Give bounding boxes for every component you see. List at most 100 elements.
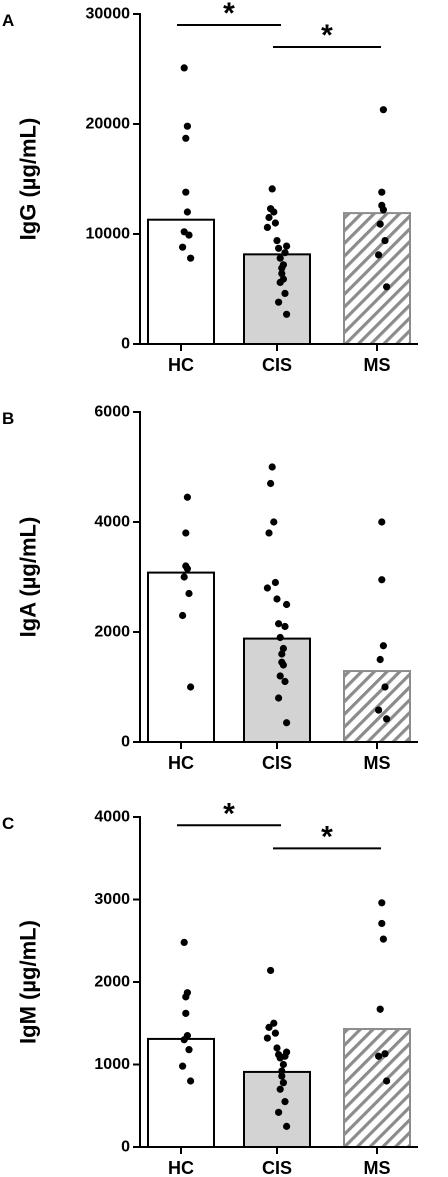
data-point-ms bbox=[378, 201, 386, 209]
data-point-ms bbox=[381, 683, 389, 691]
y-axis-label: IgG (µg/mL) bbox=[16, 118, 41, 241]
data-point-cis bbox=[267, 966, 275, 975]
data-point-cis bbox=[279, 644, 287, 653]
data-point-cis bbox=[275, 694, 283, 702]
category-label-ms: MS bbox=[364, 1158, 391, 1177]
data-point-cis bbox=[265, 529, 273, 537]
data-point-cis bbox=[281, 622, 289, 631]
data-point-ms bbox=[379, 935, 387, 943]
y-tick-label: 4000 bbox=[94, 809, 130, 826]
category-label-ms: MS bbox=[364, 753, 391, 773]
y-tick-label: 1000 bbox=[94, 1056, 130, 1073]
panel-letter: C bbox=[2, 814, 14, 833]
data-point-cis bbox=[263, 1034, 271, 1042]
bar-ms bbox=[343, 670, 411, 743]
data-point-ms bbox=[378, 899, 386, 907]
data-point-hc bbox=[183, 208, 191, 216]
data-point-cis bbox=[278, 270, 286, 278]
bar-ms bbox=[343, 1028, 411, 1149]
data-point-cis bbox=[283, 719, 291, 727]
data-point-ms bbox=[378, 518, 386, 526]
data-point-hc bbox=[183, 1032, 191, 1040]
y-tick-label: 20000 bbox=[86, 116, 131, 133]
data-point-cis bbox=[265, 213, 273, 222]
data-point-cis bbox=[278, 658, 286, 666]
data-point-hc bbox=[182, 562, 190, 570]
data-point-cis bbox=[283, 242, 291, 250]
data-point-ms bbox=[375, 1052, 383, 1060]
significance-star: * bbox=[321, 19, 333, 52]
category-label-ms: MS bbox=[364, 355, 391, 375]
data-point-cis bbox=[271, 578, 279, 587]
data-point-cis bbox=[275, 1051, 283, 1059]
category-label-hc: HC bbox=[168, 1158, 194, 1177]
y-axis-label: IgM (µg/mL) bbox=[16, 920, 41, 1044]
data-point-ms bbox=[383, 1077, 391, 1085]
data-point-hc bbox=[179, 1062, 187, 1070]
data-point-cis bbox=[268, 463, 276, 471]
data-point-cis bbox=[276, 672, 284, 680]
y-tick-label: 2000 bbox=[94, 974, 130, 991]
data-point-hc bbox=[179, 611, 187, 620]
y-tick-label: 0 bbox=[121, 336, 130, 353]
data-point-cis bbox=[273, 1044, 281, 1052]
data-point-hc bbox=[182, 134, 190, 142]
bar-hc bbox=[147, 571, 215, 743]
data-point-cis bbox=[270, 518, 278, 526]
data-point-ms bbox=[381, 1050, 389, 1058]
data-point-hc bbox=[187, 1077, 195, 1085]
category-label-hc: HC bbox=[168, 355, 194, 375]
data-point-cis bbox=[268, 185, 276, 193]
significance-star: * bbox=[223, 0, 235, 30]
data-point-cis bbox=[281, 249, 289, 257]
panel-B: B IgA (µg/mL) 0 2000 4000 6000 HC CIS MS bbox=[2, 404, 418, 773]
data-point-cis bbox=[283, 310, 291, 318]
data-point-cis bbox=[278, 1072, 286, 1080]
y-tick-label: 10000 bbox=[86, 226, 131, 243]
data-point-ms bbox=[379, 106, 387, 114]
data-point-cis bbox=[276, 633, 284, 642]
panel-letter: A bbox=[2, 11, 14, 30]
significance-star: * bbox=[223, 797, 235, 830]
y-tick-label: 30000 bbox=[86, 6, 131, 23]
data-point-cis bbox=[263, 584, 271, 592]
data-point-ms bbox=[379, 642, 387, 650]
bar-hc bbox=[147, 1037, 215, 1149]
data-point-ms bbox=[376, 1005, 384, 1013]
panel-letter: B bbox=[2, 409, 14, 428]
data-point-cis bbox=[283, 1048, 291, 1056]
panel-C: C IgM (µg/mL) 0 1000 2000 3000 4000 HC CIS MS * * bbox=[2, 797, 418, 1177]
data-point-ms bbox=[376, 220, 384, 228]
data-point-hc bbox=[182, 188, 190, 196]
data-point-cis bbox=[276, 254, 284, 262]
category-label-cis: CIS bbox=[262, 355, 292, 375]
data-point-hc bbox=[180, 573, 188, 581]
data-point-hc bbox=[187, 254, 195, 262]
data-point-ms bbox=[375, 706, 383, 714]
data-point-cis bbox=[279, 275, 287, 283]
data-point-cis bbox=[279, 1079, 287, 1087]
data-point-cis bbox=[270, 1019, 278, 1027]
data-point-hc bbox=[183, 122, 191, 130]
data-point-cis bbox=[275, 244, 283, 252]
data-point-cis bbox=[281, 289, 289, 297]
bar-cis bbox=[243, 637, 311, 743]
data-point-hc bbox=[187, 683, 195, 691]
data-point-ms bbox=[375, 251, 383, 259]
data-point-cis bbox=[263, 223, 271, 231]
data-point-ms bbox=[376, 655, 384, 664]
y-tick-label: 0 bbox=[121, 734, 130, 751]
data-point-ms bbox=[378, 576, 386, 584]
data-point-cis bbox=[273, 237, 281, 245]
data-point-cis bbox=[283, 600, 291, 609]
category-label-cis: CIS bbox=[262, 1158, 292, 1177]
data-point-cis bbox=[281, 677, 289, 686]
data-point-cis bbox=[279, 261, 287, 269]
data-point-hc bbox=[185, 589, 193, 598]
bar-ms bbox=[343, 212, 411, 345]
data-point-hc bbox=[182, 529, 190, 537]
data-point-hc bbox=[180, 64, 188, 72]
data-point-cis bbox=[283, 1122, 291, 1130]
data-point-cis bbox=[267, 205, 275, 213]
